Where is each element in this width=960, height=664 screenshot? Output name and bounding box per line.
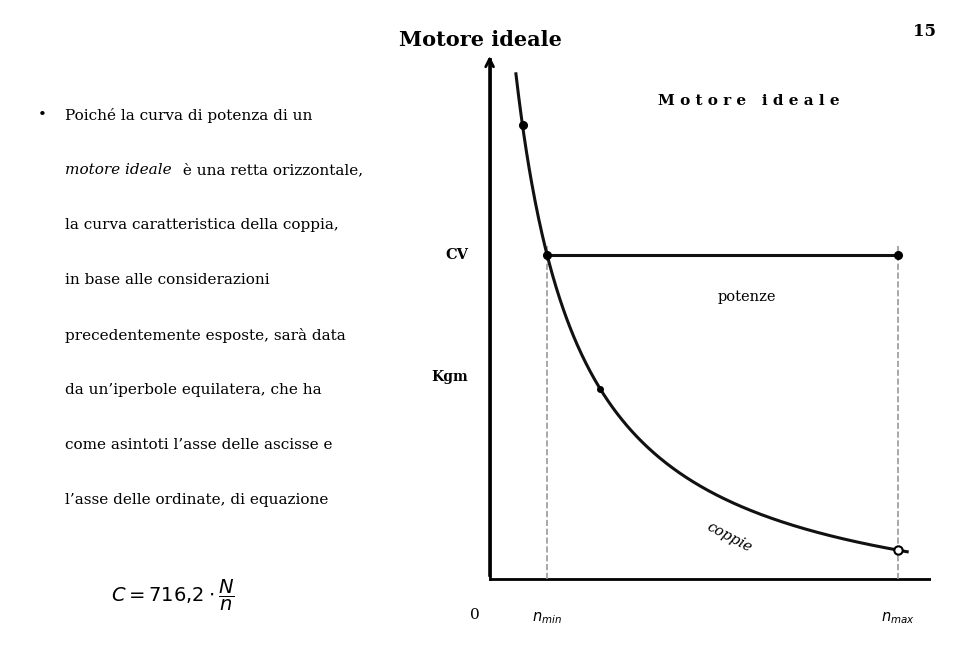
- Text: la curva caratteristica della coppia,: la curva caratteristica della coppia,: [65, 218, 339, 232]
- Text: da un’iperbole equilatera, che ha: da un’iperbole equilatera, che ha: [65, 383, 322, 397]
- Text: coppie: coppie: [705, 520, 755, 555]
- Text: M o t o r e   i d e a l e: M o t o r e i d e a l e: [658, 94, 840, 108]
- Text: l’asse delle ordinate, di equazione: l’asse delle ordinate, di equazione: [65, 493, 328, 507]
- Text: Poiché la curva di potenza di un: Poiché la curva di potenza di un: [65, 108, 313, 124]
- Text: come asintoti l’asse delle ascisse e: come asintoti l’asse delle ascisse e: [65, 438, 333, 452]
- Text: precedentemente esposte, sarà data: precedentemente esposte, sarà data: [65, 328, 346, 343]
- Text: $n_{min}$: $n_{min}$: [532, 611, 563, 626]
- Text: in base alle considerazioni: in base alle considerazioni: [65, 273, 270, 287]
- Text: CV: CV: [445, 248, 468, 262]
- Text: 0: 0: [470, 608, 480, 622]
- Text: •: •: [37, 108, 46, 122]
- Text: $C = 716{,}2\cdot\dfrac{N}{n}$: $C = 716{,}2\cdot\dfrac{N}{n}$: [111, 578, 235, 613]
- Text: Kgm: Kgm: [431, 370, 468, 384]
- Text: $n_{max}$: $n_{max}$: [880, 611, 915, 626]
- Text: 15: 15: [913, 23, 936, 41]
- Text: motore ideale: motore ideale: [65, 163, 172, 177]
- Text: è una retta orizzontale,: è una retta orizzontale,: [179, 163, 363, 177]
- Text: potenze: potenze: [717, 290, 776, 304]
- Text: Motore ideale: Motore ideale: [398, 30, 562, 50]
